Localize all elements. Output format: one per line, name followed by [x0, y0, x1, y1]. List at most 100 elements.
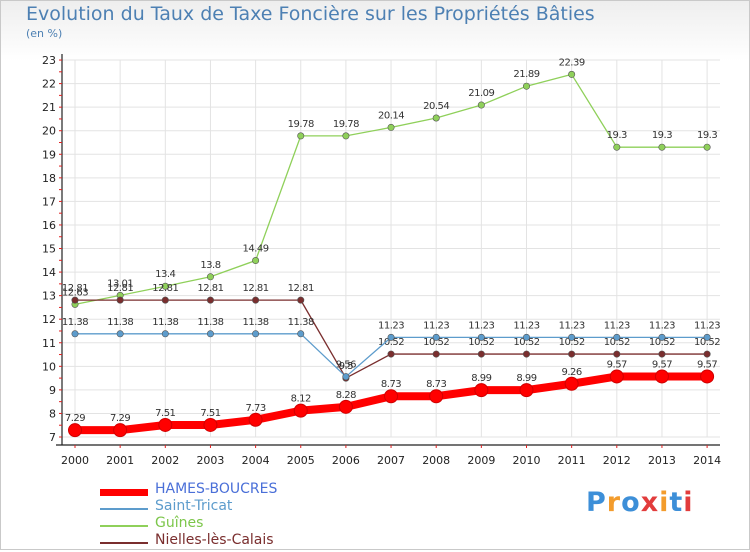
x-tick-label: 2013 — [648, 454, 676, 467]
data-label: 9.26 — [562, 367, 582, 378]
data-point — [658, 333, 666, 341]
x-tick-label: 2002 — [151, 454, 179, 467]
x-tick-label: 2014 — [693, 454, 721, 467]
data-point — [477, 350, 485, 358]
x-tick-label: 2012 — [603, 454, 631, 467]
data-label: 9.56 — [336, 360, 356, 371]
data-point — [519, 383, 534, 398]
data-point — [477, 101, 485, 109]
data-point — [613, 333, 621, 341]
data-label: 9.57 — [607, 359, 627, 370]
data-label: 12.81 — [243, 283, 269, 294]
data-point — [613, 350, 621, 358]
y-tick-label: 14 — [42, 266, 56, 279]
data-label: 7.29 — [110, 413, 130, 424]
data-point — [568, 350, 576, 358]
data-label: 9.57 — [697, 359, 717, 370]
y-tick-label: 10 — [42, 360, 56, 373]
data-point — [68, 423, 82, 438]
series-guines: 12.63 13.01 13.4 13.8 14.49 19.78 19.78 20.14 20… — [62, 57, 718, 308]
data-point — [429, 389, 444, 404]
x-tick-label: 2011 — [558, 454, 586, 467]
logo-letter: o — [621, 487, 641, 518]
data-label: 12.81 — [197, 283, 223, 294]
data-label: 11.38 — [152, 317, 178, 328]
data-label: 11.23 — [694, 320, 720, 331]
x-tick-label: 2008 — [422, 454, 450, 467]
logo-letter: P — [586, 487, 607, 518]
y-tick-label: 18 — [42, 172, 56, 185]
data-point — [342, 132, 350, 140]
data-point — [568, 333, 576, 341]
data-label: 8.99 — [516, 373, 536, 384]
data-point — [432, 333, 440, 341]
data-point — [252, 296, 260, 304]
data-point — [206, 273, 214, 281]
data-label: 13.8 — [200, 260, 220, 271]
data-point — [522, 333, 530, 341]
data-label: 10.52 — [378, 337, 404, 348]
data-point — [293, 403, 308, 418]
data-label: 9.5 — [339, 361, 354, 372]
data-label: 11.23 — [468, 320, 494, 331]
legend-label: HAMES-BOUCRES — [155, 481, 278, 497]
data-point — [522, 82, 530, 90]
grid — [62, 59, 720, 438]
data-label: 12.81 — [288, 283, 314, 294]
data-label: 10.52 — [468, 337, 494, 348]
data-label: 11.23 — [649, 320, 675, 331]
y-tick-label: 9 — [49, 384, 56, 397]
data-label: 20.14 — [378, 110, 404, 121]
data-label: 7.51 — [200, 408, 220, 419]
data-point — [700, 369, 715, 384]
data-point — [161, 282, 169, 290]
data-label: 10.52 — [604, 337, 630, 348]
logo-letter: i — [683, 487, 694, 518]
data-label: 11.38 — [288, 317, 314, 328]
data-label: 8.28 — [336, 390, 356, 401]
data-point — [161, 296, 169, 304]
y-tick-label: 22 — [42, 78, 56, 91]
unit-label: (en %) — [26, 27, 63, 40]
data-label: 8.99 — [471, 373, 491, 384]
data-point — [432, 350, 440, 358]
data-label: 22.39 — [559, 57, 585, 68]
legend-label: Saint-Tricat — [155, 498, 233, 514]
series-saint-tricat: 11.38 11.38 11.38 11.38 11.38 11.38 9.56 11.23 1… — [62, 317, 721, 381]
data-point — [252, 330, 260, 338]
data-point — [158, 417, 173, 432]
x-tick-label: 2004 — [242, 454, 270, 467]
data-point — [297, 296, 305, 304]
data-point — [703, 143, 711, 151]
x-tick-label: 2007 — [377, 454, 405, 467]
data-label: 12.81 — [152, 283, 178, 294]
data-label: 21.89 — [513, 69, 539, 80]
data-point — [116, 330, 124, 338]
data-label: 11.23 — [559, 320, 585, 331]
data-label: 9.57 — [652, 359, 672, 370]
y-tick-label: 17 — [42, 195, 56, 208]
x-tick-label: 2005 — [287, 454, 315, 467]
data-point — [342, 373, 350, 381]
data-point — [297, 132, 305, 140]
data-point — [432, 114, 440, 122]
data-label: 7.73 — [245, 403, 265, 414]
data-point — [252, 257, 260, 265]
data-point — [522, 350, 530, 358]
y-tick-label: 19 — [42, 148, 56, 161]
data-point — [609, 369, 624, 384]
data-point — [703, 350, 711, 358]
x-tick-label: 2006 — [332, 454, 360, 467]
data-label: 20.54 — [423, 101, 449, 112]
data-point — [654, 369, 669, 384]
logo-letter: x — [640, 487, 660, 518]
data-label: 19.3 — [697, 130, 717, 141]
data-point — [474, 383, 489, 398]
x-tick-label: 2001 — [106, 454, 134, 467]
data-label: 19.3 — [607, 130, 627, 141]
x-tick-label: 2009 — [467, 454, 495, 467]
data-label: 11.23 — [378, 320, 404, 331]
legend-label: Guînes — [155, 515, 204, 531]
